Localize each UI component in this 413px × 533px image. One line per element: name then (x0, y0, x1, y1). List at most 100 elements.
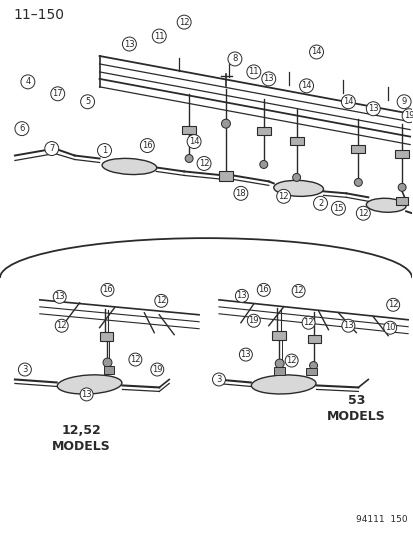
Text: 12: 12 (156, 296, 166, 305)
Circle shape (51, 87, 64, 101)
Circle shape (292, 173, 300, 181)
Circle shape (97, 143, 111, 158)
Text: 7: 7 (49, 144, 55, 153)
Text: 12: 12 (286, 356, 296, 365)
FancyBboxPatch shape (218, 172, 233, 181)
Circle shape (239, 348, 252, 361)
Circle shape (80, 388, 93, 401)
Circle shape (197, 157, 211, 171)
Circle shape (257, 284, 270, 296)
Text: 12: 12 (278, 192, 288, 201)
Circle shape (150, 363, 164, 376)
Text: 13: 13 (240, 350, 251, 359)
Text: 12: 12 (357, 209, 368, 218)
Text: 94111  150: 94111 150 (356, 515, 407, 524)
Circle shape (276, 189, 290, 203)
FancyBboxPatch shape (182, 126, 196, 134)
Circle shape (154, 294, 167, 308)
Text: 9: 9 (401, 97, 406, 106)
FancyBboxPatch shape (307, 335, 320, 343)
Circle shape (81, 95, 94, 109)
Text: 18: 18 (235, 189, 246, 198)
Circle shape (187, 135, 201, 149)
Ellipse shape (273, 180, 323, 196)
Text: 3: 3 (22, 365, 28, 374)
FancyBboxPatch shape (271, 330, 285, 340)
Ellipse shape (251, 375, 315, 394)
Text: 16: 16 (142, 141, 152, 150)
Circle shape (212, 373, 225, 386)
Text: 53
MODELS: 53 MODELS (326, 394, 385, 423)
Text: 13: 13 (342, 321, 353, 330)
Circle shape (246, 65, 260, 79)
Text: 5: 5 (85, 97, 90, 106)
Text: 2: 2 (317, 199, 323, 208)
Text: 19: 19 (248, 316, 259, 325)
Circle shape (292, 285, 304, 297)
Text: 13: 13 (124, 39, 134, 49)
Text: 16: 16 (258, 285, 268, 294)
Circle shape (103, 358, 112, 367)
Circle shape (309, 361, 317, 369)
Circle shape (177, 15, 191, 29)
Text: 12: 12 (303, 318, 313, 327)
Ellipse shape (57, 375, 121, 394)
Circle shape (15, 122, 29, 135)
Circle shape (356, 206, 369, 220)
Text: 3: 3 (216, 375, 221, 384)
Circle shape (341, 95, 354, 109)
Circle shape (122, 37, 136, 51)
Text: 11–150: 11–150 (14, 8, 65, 22)
Circle shape (18, 363, 31, 376)
FancyBboxPatch shape (289, 136, 303, 144)
Circle shape (386, 298, 399, 311)
Circle shape (233, 187, 247, 200)
Circle shape (21, 75, 35, 89)
Text: 12: 12 (387, 300, 397, 309)
Circle shape (247, 314, 260, 327)
FancyBboxPatch shape (273, 367, 284, 375)
Circle shape (354, 179, 361, 187)
Text: 15: 15 (332, 204, 343, 213)
Circle shape (221, 119, 230, 128)
Text: 12: 12 (293, 286, 303, 295)
FancyBboxPatch shape (394, 150, 408, 158)
Text: 14: 14 (301, 82, 311, 90)
FancyBboxPatch shape (103, 366, 114, 374)
Circle shape (299, 79, 313, 93)
Circle shape (301, 316, 314, 329)
Text: 13: 13 (263, 75, 273, 83)
Text: 11: 11 (154, 31, 164, 41)
Text: 4: 4 (25, 77, 31, 86)
FancyBboxPatch shape (351, 144, 364, 152)
FancyBboxPatch shape (256, 127, 270, 135)
Circle shape (341, 319, 354, 332)
Circle shape (397, 183, 405, 191)
Circle shape (285, 354, 297, 367)
Text: 16: 16 (102, 285, 113, 294)
Text: 14: 14 (188, 137, 199, 146)
Circle shape (383, 321, 396, 334)
FancyBboxPatch shape (99, 332, 113, 341)
Circle shape (45, 142, 59, 156)
Text: 12: 12 (130, 355, 140, 364)
Circle shape (261, 72, 275, 86)
Text: 1: 1 (102, 146, 107, 155)
Circle shape (275, 359, 283, 368)
Circle shape (128, 353, 142, 366)
Text: 19: 19 (152, 365, 162, 374)
Ellipse shape (366, 198, 405, 212)
Circle shape (259, 160, 267, 168)
Circle shape (152, 29, 166, 43)
Circle shape (101, 284, 114, 296)
Text: 8: 8 (232, 54, 237, 63)
Circle shape (366, 102, 379, 116)
Ellipse shape (102, 158, 157, 174)
Circle shape (396, 95, 410, 109)
Text: 6: 6 (19, 124, 24, 133)
Circle shape (235, 289, 248, 302)
Circle shape (313, 196, 327, 210)
Text: 12: 12 (56, 321, 67, 330)
Text: 17: 17 (52, 90, 63, 98)
Circle shape (185, 155, 192, 163)
